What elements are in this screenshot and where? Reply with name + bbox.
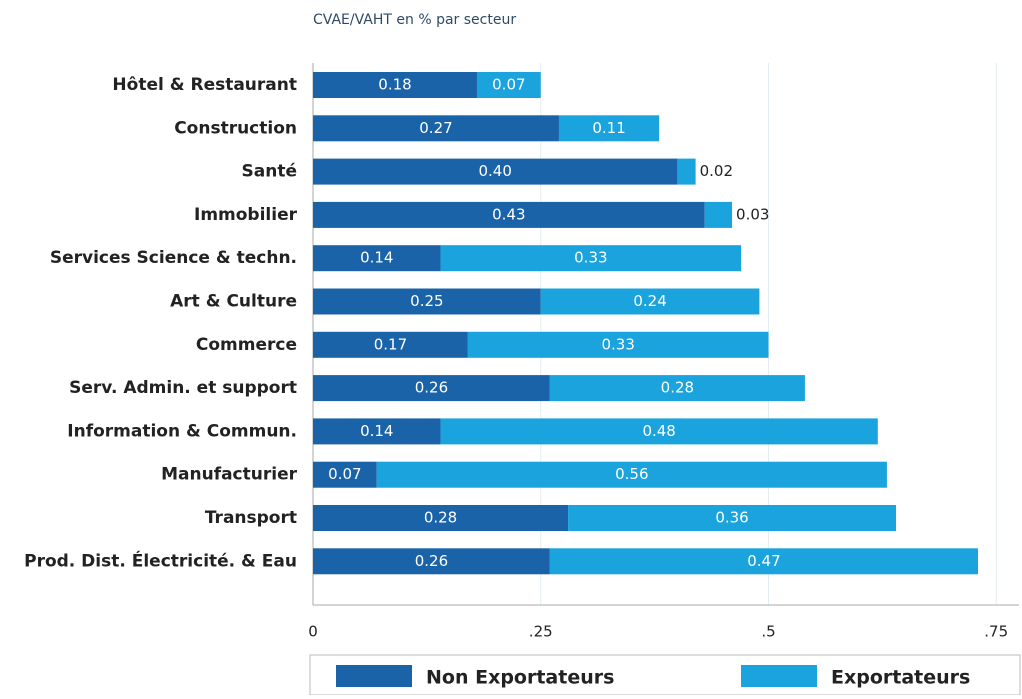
bar-segment [704,201,733,228]
bar-segment [568,505,897,531]
bar-segment [549,375,805,402]
bar-segment [313,548,550,575]
value-label: 0.40 [478,162,511,180]
bar-segment [677,158,696,185]
value-label: 0.47 [747,552,780,570]
x-tick-label: .5 [761,623,775,641]
chart-title: CVAE/VAHT en % par secteur [313,12,516,28]
legend-label: Exportateurs [831,667,970,689]
category-label: Art & Culture [170,292,297,312]
value-label: 0.24 [633,292,666,310]
category-label: Transport [205,508,297,528]
bar-segment [313,375,550,402]
value-label: 0.26 [415,552,448,570]
value-label: 0.18 [378,76,411,94]
bar-segment [313,461,377,488]
value-label: 0.07 [328,465,361,483]
value-label: 0.43 [492,205,525,223]
bar-segment [440,418,878,445]
value-label: 0.14 [360,249,393,267]
value-label: 0.26 [415,379,448,397]
bar-segment [313,158,678,185]
value-label: 0.28 [424,509,457,527]
category-label: Commerce [196,335,297,355]
bar-segment [540,288,760,315]
bar-segment [549,548,979,575]
value-label: 0.56 [615,465,648,483]
value-label: 0.03 [736,205,769,223]
value-label: 0.07 [492,76,525,94]
legend-label: Non Exportateurs [426,667,614,689]
bar-segment [376,461,887,488]
legend-box [309,654,1021,696]
category-label: Hôtel & Restaurant [112,75,297,95]
bar-segment [313,505,569,531]
bar-segment [476,72,541,98]
category-label: Prod. Dist. Électricité. & Eau [24,549,297,571]
value-label: 0.11 [592,119,625,137]
category-label: Immobilier [194,205,298,225]
category-label: Manufacturier [161,465,298,485]
bar-segment [467,331,769,358]
value-label: 0.27 [419,119,452,137]
bar-segment [313,418,441,445]
legend-swatch [336,665,412,687]
value-label: 0.02 [700,162,733,180]
bar-segment [313,115,559,142]
category-label: Santé [242,162,297,182]
value-label: 0.33 [601,335,634,353]
value-label: 0.33 [574,249,607,267]
x-tick-label: .25 [529,623,553,641]
value-label: 0.14 [360,422,393,440]
category-label: Construction [174,118,297,138]
value-label: 0.17 [374,335,407,353]
category-label: Serv. Admin. et support [69,378,297,398]
bar-segment [313,288,541,315]
x-tick-label: .75 [984,623,1008,641]
bar-segment [313,245,441,272]
value-label: 0.28 [661,379,694,397]
value-label: 0.48 [642,422,675,440]
bar-segment [313,331,468,358]
bar-segment [558,115,660,142]
bar-segment [440,245,742,272]
bar-segment [313,72,477,98]
legend-swatch [741,665,817,687]
category-label: Information & Commun. [67,421,297,441]
bar-segment [313,201,705,228]
x-tick-label: 0 [308,623,318,641]
value-label: 0.25 [410,292,443,310]
category-label: Services Science & techn. [50,248,297,268]
value-label: 0.36 [715,509,748,527]
